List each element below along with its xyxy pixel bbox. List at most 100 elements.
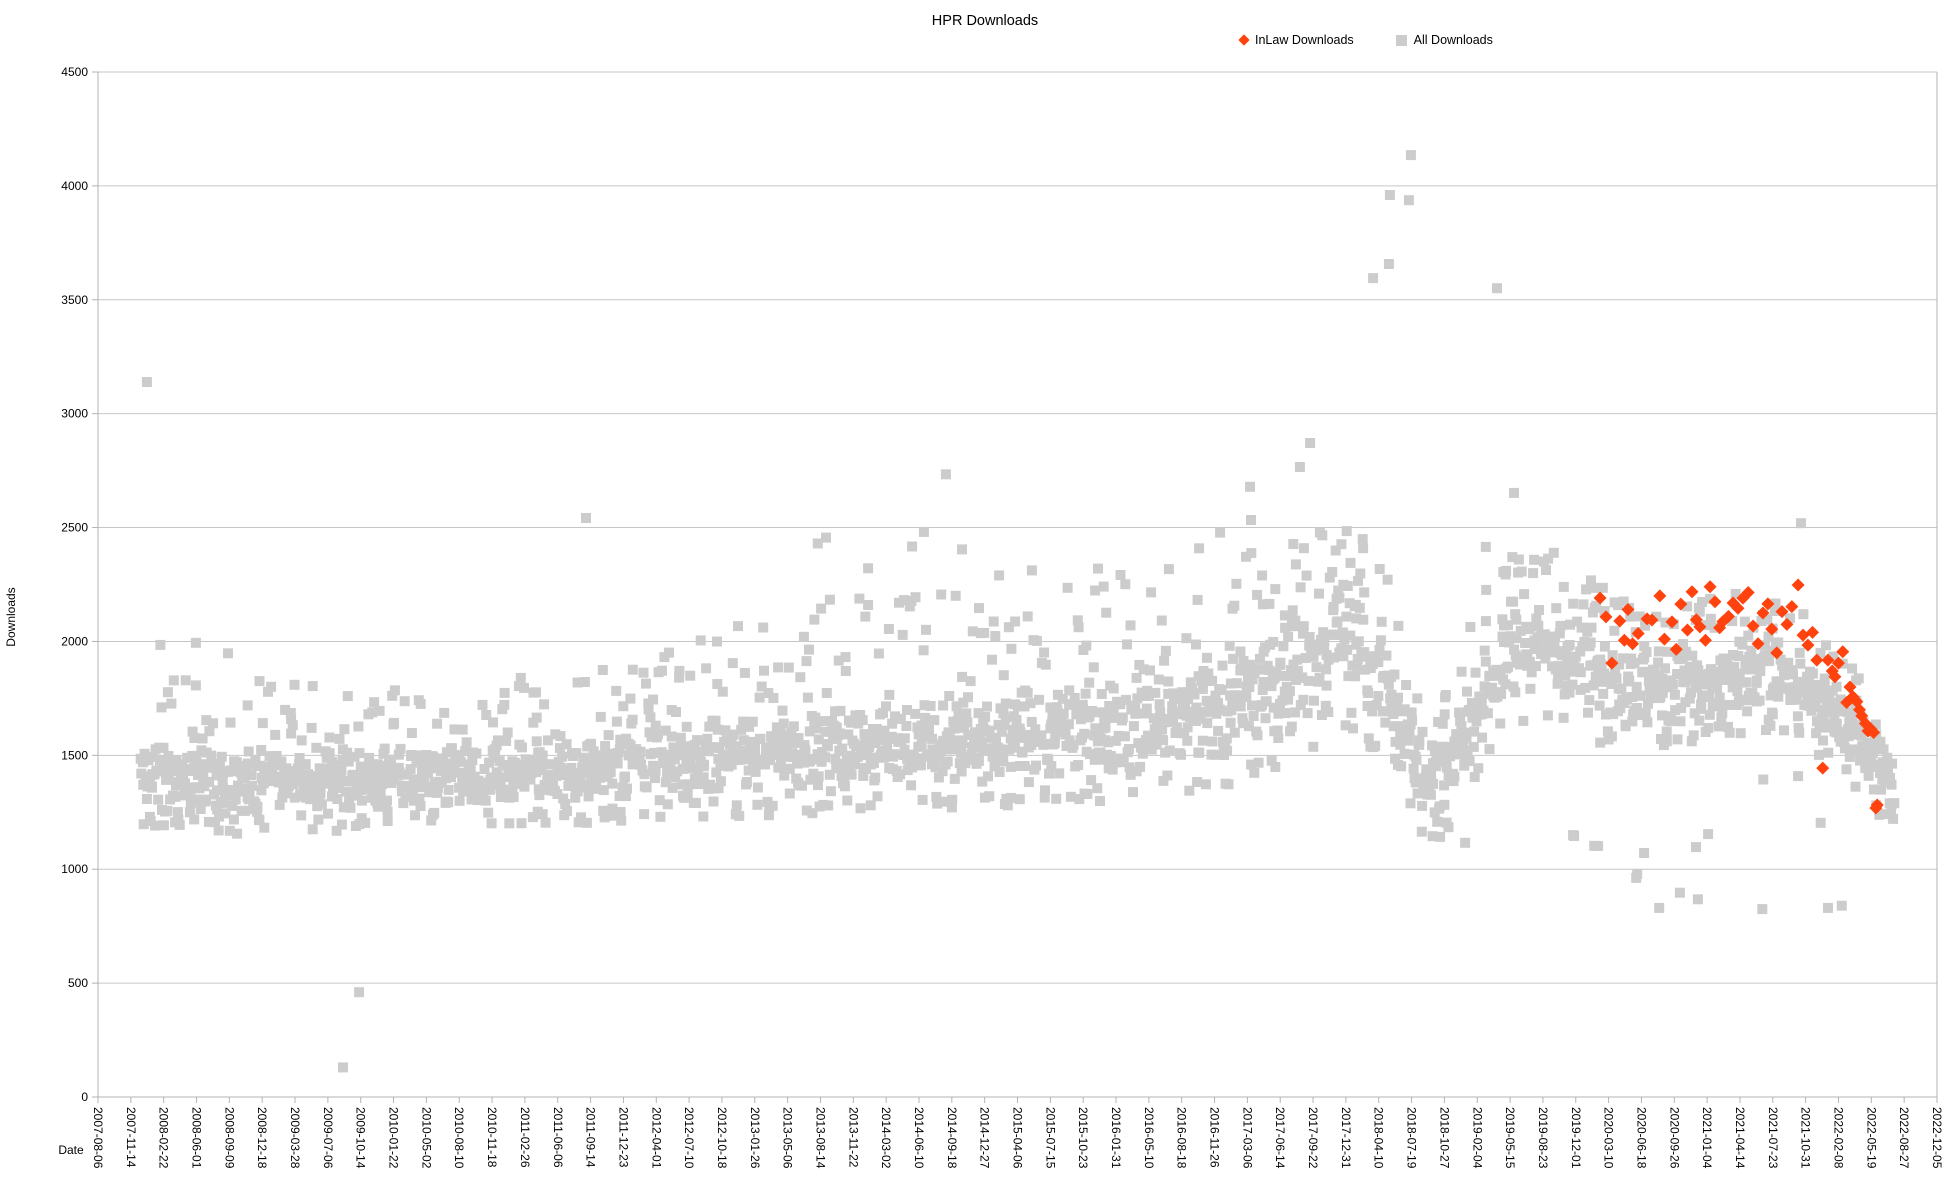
scatter-point-all xyxy=(327,791,337,802)
scatter-point-all xyxy=(1640,666,1651,677)
scatter-point-all xyxy=(289,679,300,690)
scatter-point-all xyxy=(1345,630,1356,641)
scatter-point-all xyxy=(901,721,912,731)
scatter-point-all xyxy=(1714,692,1725,703)
scatter-point-inlaw xyxy=(1831,656,1845,670)
scatter-point-all xyxy=(1681,646,1692,657)
scatter-point-all xyxy=(1319,636,1330,647)
scatter-point-all xyxy=(1222,745,1233,756)
scatter-point-all xyxy=(1670,705,1681,716)
scatter-point-all xyxy=(993,719,1004,730)
scatter-point-all xyxy=(944,691,955,701)
scatter-point-all xyxy=(1086,775,1097,786)
scatter-point-all xyxy=(256,745,267,755)
scatter-point-all xyxy=(974,603,984,614)
scatter-point-all xyxy=(443,784,454,795)
scatter-point-all xyxy=(821,532,831,543)
scatter-point-all xyxy=(1437,742,1447,753)
scatter-point-all xyxy=(168,675,179,686)
scatter-point-all xyxy=(1197,735,1208,746)
scatter-point-all xyxy=(1657,687,1668,698)
scatter-point-all xyxy=(784,788,795,799)
scatter-point-all xyxy=(1618,596,1629,607)
scatter-point-all xyxy=(946,802,957,813)
scatter-point-all xyxy=(1202,652,1212,663)
scatter-point-all xyxy=(379,743,390,754)
scatter-point-all xyxy=(942,756,953,767)
scatter-point-all xyxy=(242,700,253,711)
scatter-point-all xyxy=(1367,706,1378,717)
x-tick-label: 2022-08-27 xyxy=(1897,1107,1911,1169)
scatter-point-all xyxy=(1408,763,1419,774)
x-tick-label: 2019-05-15 xyxy=(1503,1107,1517,1169)
scatter-point-all xyxy=(583,791,594,802)
scatter-point-all xyxy=(736,724,747,735)
scatter-point-all xyxy=(1694,606,1705,617)
scatter-point-all xyxy=(1197,684,1208,695)
scatter-point-all xyxy=(1363,688,1374,698)
scatter-point-all xyxy=(1086,706,1097,716)
scatter-point-inlaw xyxy=(1674,597,1688,611)
scatter-point-all xyxy=(1085,749,1095,760)
scatter-point-all xyxy=(1687,650,1698,661)
scatter-point-inlaw xyxy=(1731,601,1745,615)
scatter-point-all xyxy=(1249,767,1260,778)
x-tick-label: 2008-09-09 xyxy=(222,1107,236,1169)
scatter-point-all xyxy=(305,794,316,805)
x-tick-label: 2021-07-23 xyxy=(1766,1107,1780,1169)
scatter-point-all xyxy=(254,676,265,687)
scatter-point-all xyxy=(816,603,827,614)
scatter-point-all xyxy=(259,822,270,833)
scatter-point-all xyxy=(462,772,473,783)
scatter-point-all xyxy=(1849,745,1860,756)
scatter-point-all xyxy=(763,688,774,698)
scatter-point-all xyxy=(1343,671,1354,682)
scatter-point-all xyxy=(603,730,614,741)
scatter-point-all xyxy=(533,784,544,795)
scatter-point-all xyxy=(781,745,792,756)
scatter-point-all xyxy=(496,772,507,783)
scatter-point-all xyxy=(477,699,488,710)
scatter-point-all xyxy=(618,701,629,712)
scatter-point-all xyxy=(1524,656,1535,667)
scatter-point-all xyxy=(1155,707,1166,718)
scatter-point-all xyxy=(180,675,191,686)
scatter-point-all xyxy=(1383,679,1394,690)
scatter-point-all xyxy=(750,742,760,753)
scatter-point-all xyxy=(958,697,969,708)
scatter-point-all xyxy=(1213,725,1224,736)
scatter-point-all xyxy=(1051,793,1062,804)
scatter-point-all xyxy=(287,720,298,731)
scatter-point-all xyxy=(681,721,692,732)
scatter-point-all xyxy=(1151,726,1162,737)
scatter-point-all xyxy=(1403,735,1414,746)
scatter-point-all xyxy=(1128,721,1139,732)
scatter-point-all xyxy=(878,752,889,763)
scatter-point-all xyxy=(460,746,471,757)
scatter-point-all xyxy=(1101,711,1112,721)
scatter-point-all xyxy=(1870,719,1881,730)
x-tick-label: 2017-12-31 xyxy=(1339,1107,1353,1169)
scatter-point-all xyxy=(1773,691,1784,702)
scatter-point-all xyxy=(846,717,857,728)
scatter-point-all xyxy=(1672,734,1683,745)
inlaw-downloads-points xyxy=(1593,578,1884,815)
scatter-point-all xyxy=(1610,666,1621,677)
x-tick-label: 2008-02-22 xyxy=(157,1107,171,1169)
scatter-point-all xyxy=(566,762,577,773)
scatter-point-all xyxy=(755,733,765,744)
scatter-point-all xyxy=(650,773,660,784)
scatter-point-all xyxy=(1551,603,1562,614)
scatter-point-all xyxy=(1697,597,1707,607)
scatter-point-all xyxy=(607,803,618,814)
scatter-point-all xyxy=(1717,707,1728,718)
scatter-point-all xyxy=(552,789,563,799)
scatter-point-all xyxy=(731,741,742,752)
scatter-point-all xyxy=(348,769,359,780)
scatter-point-all xyxy=(1627,692,1638,702)
scatter-point-all xyxy=(341,786,351,797)
scatter-point-all xyxy=(1011,715,1022,725)
x-tick-label: 2016-01-31 xyxy=(1109,1107,1123,1169)
scatter-point-all xyxy=(424,787,435,798)
scatter-point-all xyxy=(257,718,268,729)
